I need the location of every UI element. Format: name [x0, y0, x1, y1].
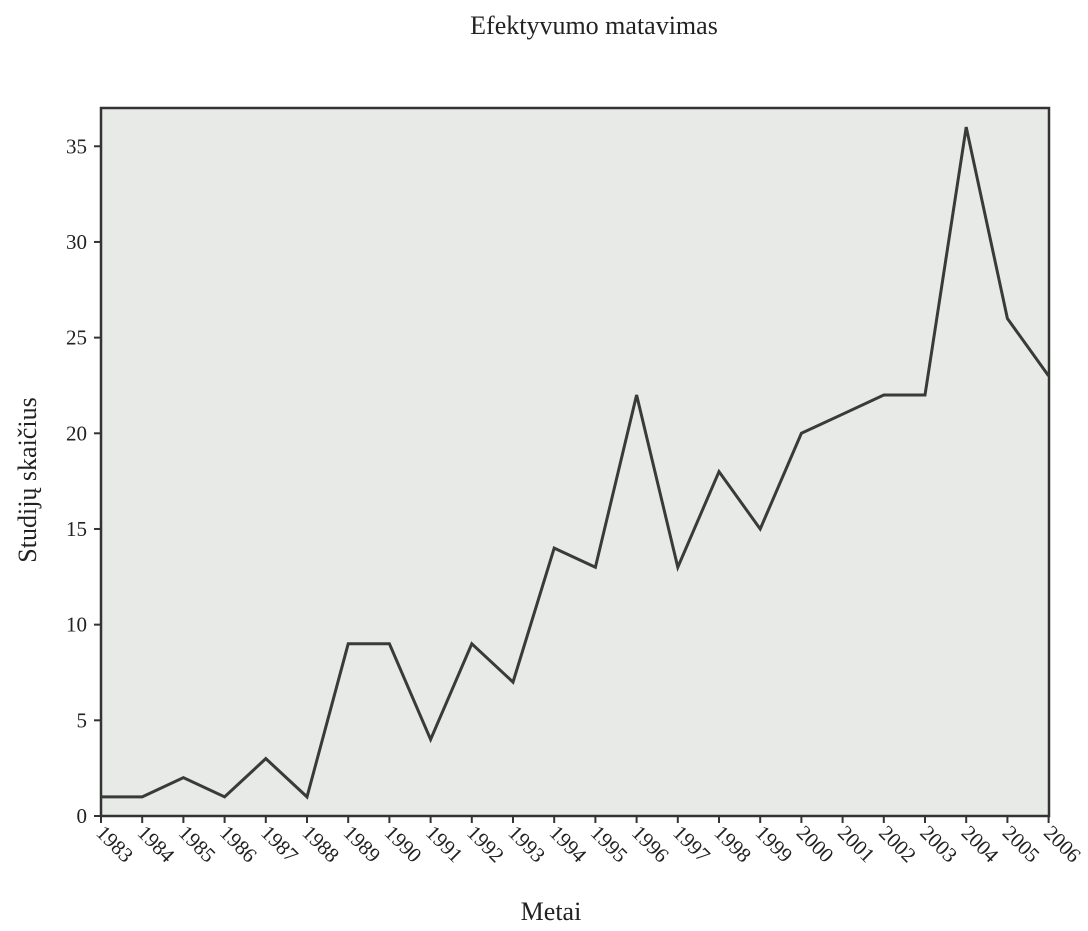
y-tick-label: 10 [66, 613, 87, 637]
chart-title: Efektyvumo matavimas [470, 11, 718, 40]
x-tick-label: 1983 [91, 821, 138, 868]
x-tick-label: 2006 [1039, 821, 1086, 868]
x-tick-label: 1986 [215, 821, 262, 868]
x-axis: 1983198419851986198719881989199019911992… [91, 816, 1086, 868]
series-line [101, 126, 1050, 800]
x-tick-label: 1987 [256, 821, 303, 868]
x-tick-label: 2002 [874, 821, 921, 868]
x-tick-label: 1984 [133, 821, 180, 868]
x-tick-label: 1996 [627, 821, 674, 868]
y-axis: 0 5 10 15 20 25 30 35 [66, 134, 101, 828]
x-tick-label: 1985 [174, 821, 221, 868]
y-tick-label: 20 [66, 421, 87, 445]
x-tick-label: 2003 [915, 821, 962, 868]
x-tick-label: 2000 [792, 821, 839, 868]
x-tick-label: 1989 [339, 821, 386, 868]
x-tick-label: 1988 [297, 821, 344, 868]
y-tick-label: 5 [77, 708, 88, 732]
x-tick-label: 1994 [545, 821, 592, 868]
x-tick-label: 1991 [421, 821, 468, 868]
plot-area [99, 106, 1051, 818]
x-tick-label: 2004 [957, 821, 1004, 868]
x-tick-label: 2001 [833, 821, 880, 868]
y-tick-label: 15 [66, 517, 87, 541]
x-tick-label: 1992 [462, 821, 509, 868]
y-tick-label: 25 [66, 326, 87, 350]
x-tick-label: 2005 [998, 821, 1045, 868]
x-tick-label: 1997 [668, 821, 715, 868]
y-axis-label: Studijų skaičius [13, 397, 42, 562]
x-tick-label: 1990 [380, 821, 427, 868]
y-tick-label: 30 [66, 230, 87, 254]
y-tick-label: 35 [66, 134, 87, 158]
y-tick-label: 0 [77, 804, 88, 828]
x-tick-label: 1993 [503, 821, 550, 868]
x-axis-label: Metai [521, 897, 582, 926]
series-group [101, 126, 1050, 800]
x-tick-label: 1999 [751, 821, 798, 868]
x-tick-label: 1995 [586, 821, 633, 868]
x-tick-label: 1998 [709, 821, 756, 868]
